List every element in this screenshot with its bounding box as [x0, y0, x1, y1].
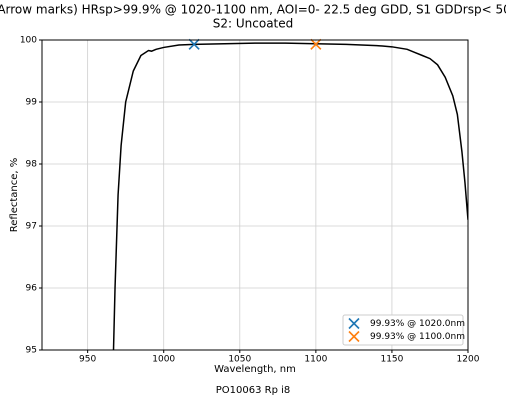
footer: PO10063 Rp i8 [216, 385, 291, 396]
point-marker [188, 38, 200, 50]
y-tick-label: 95 [26, 346, 37, 356]
y-axis-label: Reflectance, % [9, 158, 20, 233]
chart-title: S1:(Arrow marks) HRsp>99.9% @ 1020-1100 … [0, 3, 506, 17]
x-tick-label: 1000 [152, 355, 175, 365]
y-tick-label: 97 [26, 222, 37, 232]
y-tick-label: 96 [26, 284, 38, 294]
x-tick-label: 1050 [228, 355, 251, 365]
chart-subtitle: S2: Uncoated [213, 17, 294, 31]
x-tick-label: 950 [79, 355, 96, 365]
marker-stroke [310, 38, 322, 50]
x-axis-label: Wavelength, nm [214, 364, 296, 375]
x-tick-label: 1150 [380, 355, 403, 365]
marker-stroke [348, 330, 360, 343]
y-tick-label: 98 [26, 160, 38, 170]
legend-label: 99.93% @ 1020.0nm [370, 319, 465, 329]
y-tick-label: 99 [26, 98, 38, 108]
x-tick-label: 1100 [304, 355, 327, 365]
x-tick-label: 1200 [457, 355, 480, 365]
legend-box [342, 314, 464, 346]
point-marker [310, 38, 322, 50]
plot-frame [41, 39, 469, 351]
y-tick-label: 100 [20, 36, 37, 46]
legend-label: 99.93% @ 1100.0nm [370, 332, 465, 342]
legend-marker [348, 330, 360, 343]
legend-marker [348, 317, 360, 330]
marker-stroke [188, 38, 200, 50]
marker-stroke [348, 317, 360, 330]
data-line [112, 42, 468, 350]
